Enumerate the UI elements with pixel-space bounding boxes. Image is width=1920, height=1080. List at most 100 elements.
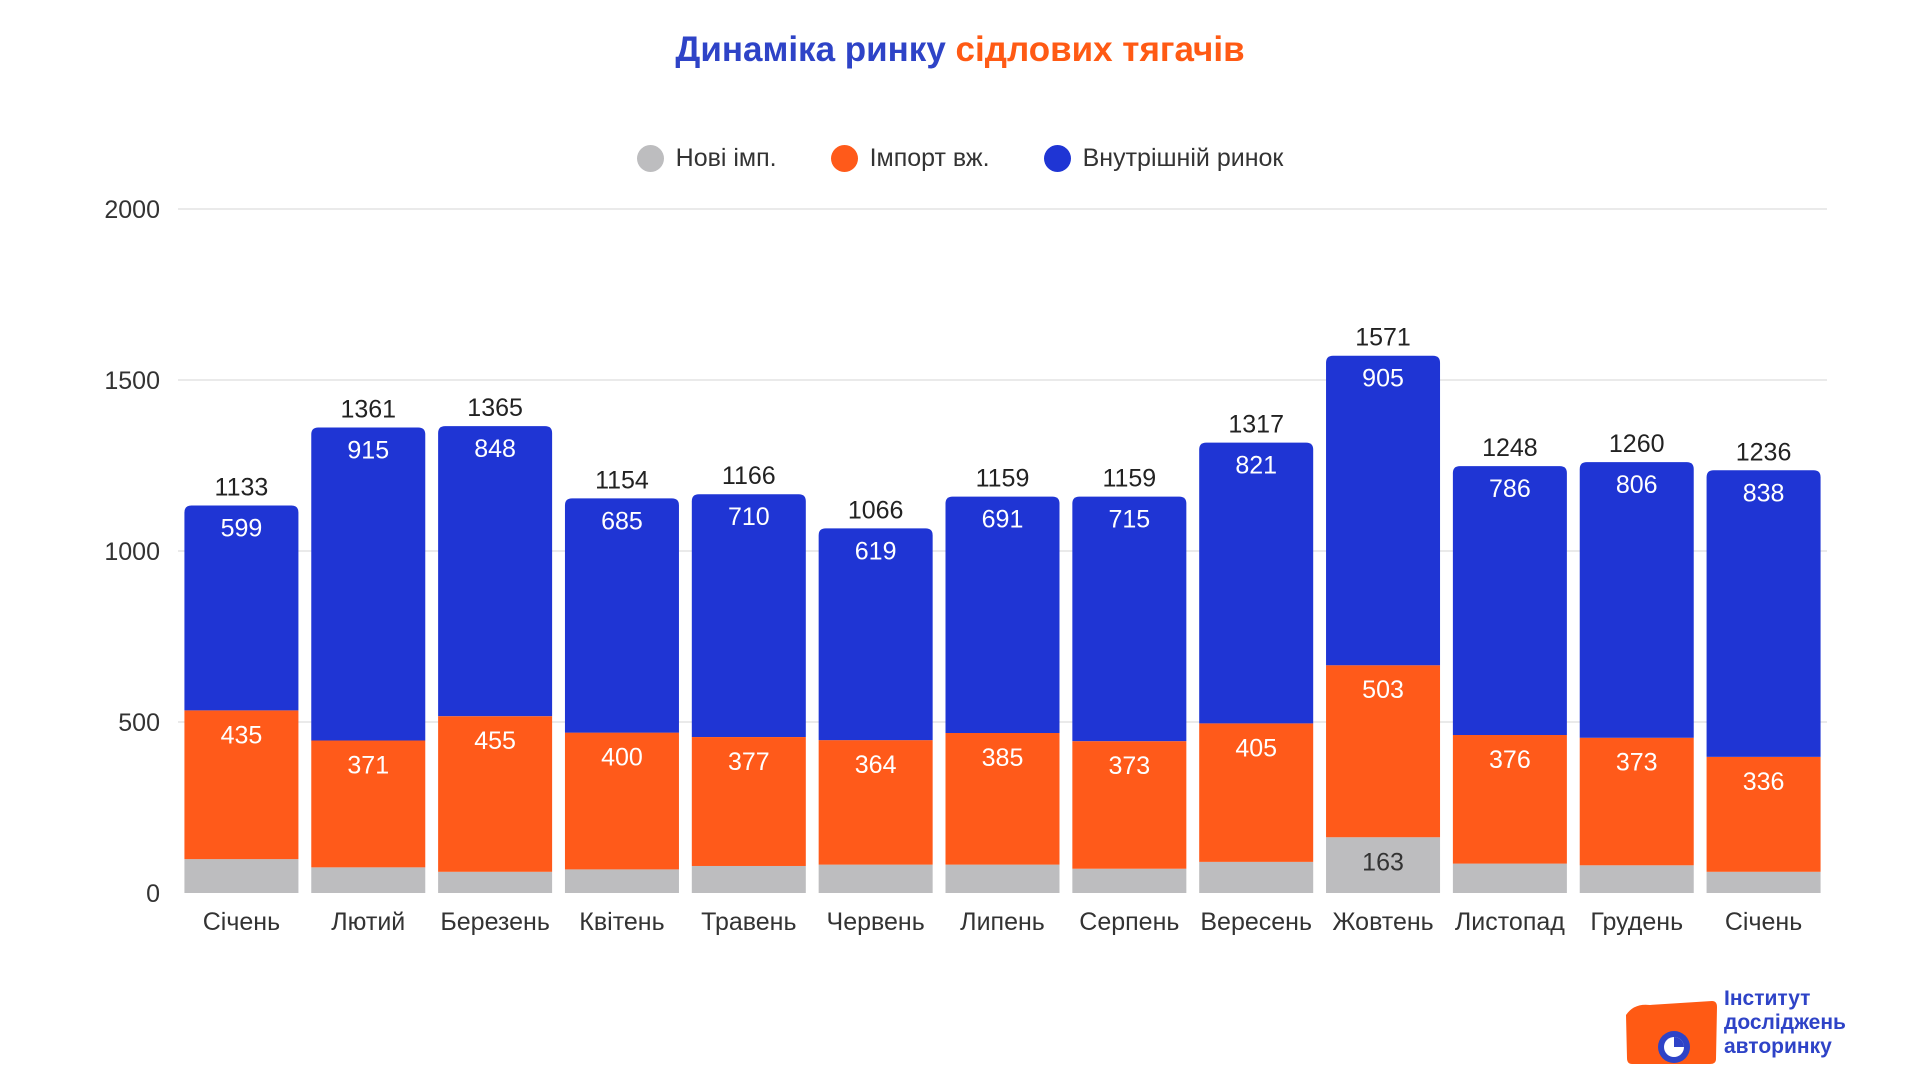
data-label-total: 1154	[595, 466, 649, 494]
x-tick-label: Листопад	[1455, 908, 1565, 936]
data-label-used-imports: 405	[1235, 734, 1277, 762]
data-label-domestic-market: 848	[474, 435, 516, 463]
legend-label-new-imports: Нові імп.	[675, 144, 777, 172]
y-tick-label: 1500	[104, 367, 160, 395]
bar-domestic-market	[1452, 466, 1567, 735]
data-label-used-imports: 371	[347, 751, 389, 779]
data-label-total: 1133	[215, 474, 269, 502]
bar-domestic-market	[564, 498, 679, 733]
page-title: Динаміка ринку сідлових тягачів	[0, 30, 1920, 70]
bar-new-imports	[1326, 837, 1441, 893]
y-tick-label: 500	[118, 709, 160, 737]
bar-new-imports	[1072, 868, 1187, 893]
x-tick-label: Грудень	[1590, 908, 1683, 936]
bar-new-imports	[564, 869, 679, 893]
bar-domestic-market	[184, 505, 299, 711]
data-label-used-imports: 385	[982, 744, 1024, 772]
bar-domestic-market	[311, 427, 426, 741]
data-label-total: 1066	[848, 496, 904, 524]
bar-domestic-market	[691, 494, 806, 738]
data-label-domestic-market: 838	[1743, 479, 1785, 507]
data-label-total: 1159	[976, 465, 1030, 493]
logo-icon	[1626, 1001, 1717, 1064]
data-label-used-imports: 373	[1108, 752, 1150, 780]
data-label-domestic-market: 915	[347, 437, 389, 465]
bar-used-imports	[438, 716, 553, 872]
bar-new-imports	[438, 871, 553, 893]
bar-new-imports	[184, 859, 299, 893]
bar-used-imports	[818, 740, 933, 865]
bar-used-imports	[311, 740, 426, 868]
bar-domestic-market	[818, 528, 933, 741]
data-label-used-imports: 364	[855, 751, 897, 779]
data-label-total: 1571	[1355, 324, 1411, 352]
x-tick-label: Березень	[440, 908, 550, 936]
data-label-used-imports: 336	[1743, 768, 1785, 796]
data-label-used-imports: 376	[1489, 746, 1531, 774]
legend-dot-domestic-market	[1043, 145, 1071, 172]
chart-legend: Нові імп. Імпорт вж. Внутрішній ринок	[0, 144, 1920, 173]
x-tick-label: Червень	[827, 908, 925, 936]
data-label-total: 1236	[1736, 438, 1792, 466]
legend-item-domestic-market: Внутрішній ринок	[1043, 144, 1284, 173]
bar-domestic-market	[945, 496, 1060, 733]
bar-domestic-market	[1579, 462, 1694, 738]
bar-used-imports	[691, 737, 806, 866]
bar-domestic-market	[1199, 442, 1314, 724]
bar-used-imports	[1706, 756, 1821, 872]
bar-new-imports	[1706, 871, 1821, 893]
y-tick-label: 0	[146, 880, 160, 908]
data-label-used-imports: 435	[221, 721, 263, 749]
bar-new-imports	[1199, 861, 1314, 893]
bar-used-imports	[184, 710, 299, 860]
x-tick-label: Серпень	[1079, 908, 1179, 936]
bar-domestic-market	[1326, 355, 1441, 666]
x-tick-label: Січень	[1725, 908, 1802, 936]
legend-item-new-imports: Нові імп.	[636, 144, 777, 173]
data-label-domestic-market: 786	[1489, 475, 1531, 503]
data-label-domestic-market: 710	[728, 503, 770, 531]
x-tick-label: Травень	[701, 908, 796, 936]
legend-dot-used-imports	[830, 145, 858, 172]
data-label-new-imports: 163	[1362, 848, 1404, 876]
bar-used-imports	[1199, 723, 1314, 862]
data-label-total: 1361	[340, 396, 396, 424]
data-label-used-imports: 373	[1616, 749, 1658, 777]
data-label-domestic-market: 599	[221, 515, 263, 543]
x-tick-label: Вересень	[1200, 908, 1312, 936]
legend-dot-new-imports	[636, 145, 664, 172]
logo-text: Інститут досліджень авторинку	[1724, 987, 1846, 1059]
bar-used-imports	[1326, 665, 1441, 838]
y-tick-label: 1000	[104, 538, 160, 566]
bar-used-imports	[945, 732, 1060, 865]
data-label-total: 1166	[722, 462, 776, 490]
data-label-used-imports: 503	[1362, 676, 1404, 704]
bar-used-imports	[1452, 734, 1567, 864]
data-label-domestic-market: 691	[982, 506, 1024, 534]
legend-label-domestic-market: Внутрішній ринок	[1082, 144, 1284, 172]
data-label-domestic-market: 619	[855, 537, 897, 565]
x-tick-label: Січень	[203, 908, 280, 936]
data-label-domestic-market: 821	[1235, 452, 1277, 480]
x-tick-label: Жовтень	[1332, 908, 1433, 936]
bar-domestic-market	[1072, 496, 1187, 742]
legend-label-used-imports: Імпорт вж.	[869, 144, 990, 172]
logo-line-1: Інститут	[1724, 987, 1811, 1010]
bar-domestic-market	[1706, 470, 1821, 757]
data-label-domestic-market: 685	[601, 507, 643, 535]
bar-new-imports	[945, 864, 1060, 893]
bar-new-imports	[311, 867, 426, 893]
bar-domestic-market	[438, 426, 553, 717]
data-label-used-imports: 377	[728, 748, 770, 776]
data-label-used-imports: 455	[474, 727, 516, 755]
title-part-1: Динаміка ринку	[675, 30, 946, 69]
y-tick-label: 2000	[104, 196, 160, 224]
data-label-domestic-market: 715	[1108, 506, 1150, 534]
bar-used-imports	[1579, 737, 1694, 866]
logo-line-2: досліджень	[1724, 1011, 1846, 1034]
x-tick-label: Лютий	[331, 908, 405, 936]
logo-line-3: авторинку	[1724, 1035, 1832, 1058]
x-tick-label: Липень	[960, 908, 1045, 936]
